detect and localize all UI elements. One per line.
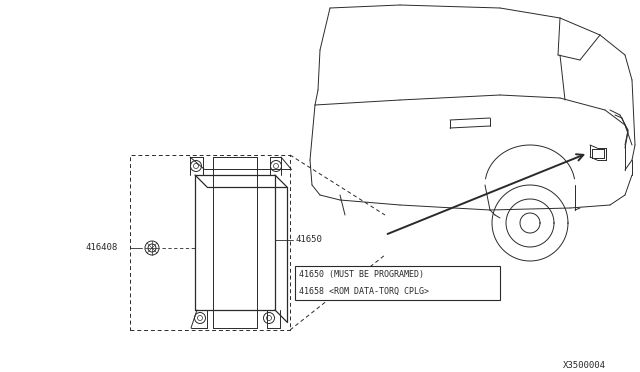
Bar	[295, 266, 500, 300]
Text: X3500004: X3500004	[563, 362, 606, 371]
Text: 41650: 41650	[295, 235, 322, 244]
Text: 41650 (MUST BE PROGRAMED): 41650 (MUST BE PROGRAMED)	[299, 270, 424, 279]
Text: 416408: 416408	[85, 244, 117, 253]
Bar	[130, 155, 290, 330]
Text: 41658 <ROM DATA-TORQ CPLG>: 41658 <ROM DATA-TORQ CPLG>	[299, 286, 429, 295]
